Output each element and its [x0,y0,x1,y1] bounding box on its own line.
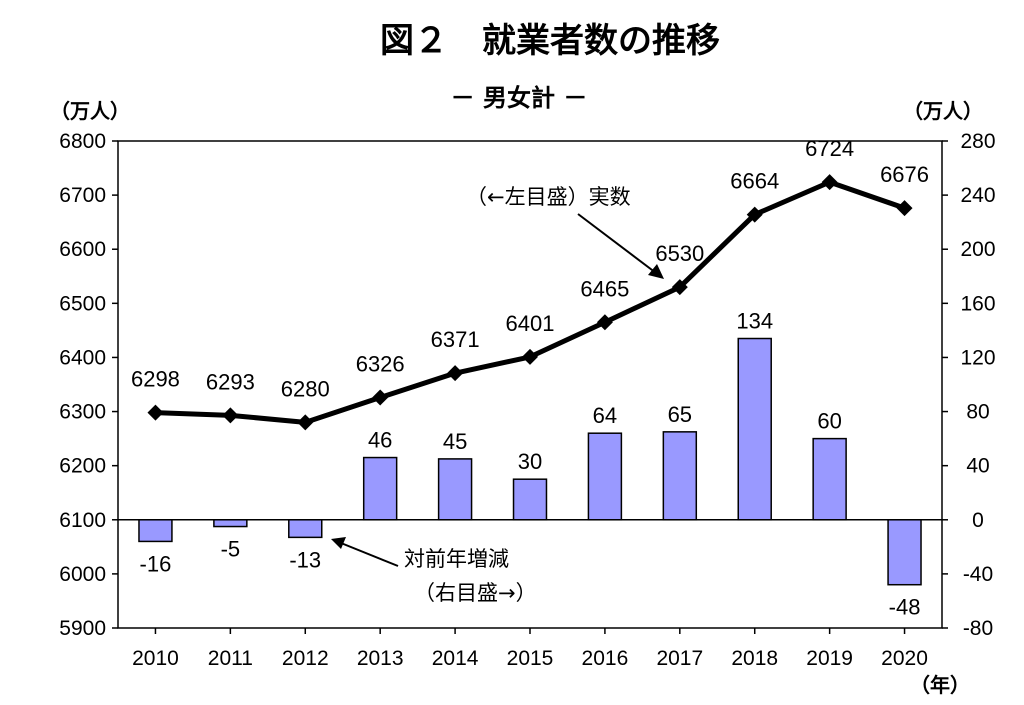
line-value-label: 6676 [880,162,929,187]
bar-2013 [362,456,398,521]
x-tick-label: 2014 [432,647,479,670]
bar-value-label: 45 [443,429,467,454]
bar-value-label: -16 [140,551,172,576]
chart-title: 図２ 就業者数の推移 [380,21,720,61]
bar-value-label: -48 [889,595,921,620]
right-tick-label: 80 [966,401,989,424]
bar-note-arrowhead [331,537,346,549]
left-tick-label: 6300 [59,401,106,424]
line-marker-2018 [746,206,763,223]
right-tick-label: 120 [960,346,995,369]
bar-value-label: 46 [368,428,392,453]
line-value-label: 6371 [431,327,480,352]
x-tick-label: 2020 [881,647,928,670]
bar-value-label: 64 [593,403,617,428]
x-tick-label: 2019 [806,647,853,670]
left-tick-label: 6800 [59,130,106,153]
bar-value-label: -13 [289,547,321,572]
bar-2017 [662,431,698,521]
bar-2020 [887,519,922,586]
right-tick-label: -80 [963,617,993,640]
line-note: （←左目盛）実数 [466,185,631,209]
bar-value-label: -5 [221,537,241,562]
line-marker-2017 [671,279,688,296]
x-tick-label: 2011 [208,647,253,670]
bar-2014 [437,458,473,521]
line-value-label: 6298 [131,367,180,392]
left-tick-label: 6100 [59,509,106,532]
right-tick-label: 240 [960,184,995,207]
line-note-arrow [577,213,661,277]
right-tick-label: -40 [963,563,993,586]
line-value-label: 6664 [730,169,779,194]
x-axis-unit: （年） [910,673,970,697]
right-tick-label: 200 [960,238,995,261]
bar-2011 [213,519,248,528]
left-tick-label: 6700 [59,184,106,207]
left-tick-label: 6600 [59,238,106,261]
x-tick-label: 2018 [731,647,778,670]
left-tick-label: 6400 [59,346,106,369]
bar-value-label: 134 [736,309,773,334]
right-tick-label: 0 [972,509,984,532]
line-marker-2016 [596,314,613,331]
line-value-label: 6280 [281,376,330,401]
bar-note-arrow [335,540,399,567]
bar-2018 [737,337,772,521]
line-value-label: 6530 [655,241,704,266]
chart-subtitle: － 男女計 － [451,84,588,112]
bar-note-1: 対前年増減 [404,547,509,571]
line-note-arrowhead [648,264,664,279]
bar-2019 [812,437,847,521]
x-tick-label: 2016 [582,647,629,670]
x-tick-label: 2010 [132,647,179,670]
x-tick-label: 2012 [282,647,329,670]
line-marker-2010 [147,404,164,421]
line-value-label: 6293 [206,369,255,394]
tick-labels: 5900 6000 6100 6200 6300 6400 6500 6600 6700 6800… [59,130,995,670]
line-marker-2011 [222,407,239,424]
line-value-label: 6465 [580,276,629,301]
line-value-label: 6401 [506,311,555,336]
bar-value-label: 30 [518,449,542,474]
left-tick-label: 6000 [59,563,106,586]
x-tick-label: 2017 [656,647,703,670]
left-tick-label: 6500 [59,292,106,315]
x-tick-label: 2013 [357,647,404,670]
left-tick-label: 5900 [59,617,106,640]
line-marker-2012 [297,414,314,431]
bar-2010 [138,519,173,543]
left-axis-unit: （万人） [50,99,130,123]
line-marker-2014 [447,365,464,382]
bar-note-2: （右目盛→） [414,581,537,605]
bar-value-label: 65 [668,402,692,427]
right-tick-label: 40 [966,455,989,478]
line-group [147,174,913,431]
line-marker-2020 [896,200,913,217]
series-line-实数 [155,179,906,425]
bars-group [138,337,922,586]
data-labels: 6298 6293 62806326637164016465653066646724… [131,136,929,620]
line-marker-2013 [372,389,389,406]
x-tick-label: 2015 [507,647,554,670]
right-axis-unit: （万人） [903,99,983,123]
bar-2016 [587,432,623,521]
right-tick-label: 160 [960,292,995,315]
plot-frame [112,140,948,634]
right-tick-label: 280 [960,130,995,153]
line-value-label: 6326 [356,351,405,376]
line-marker-2015 [522,348,538,365]
line-marker-2019 [821,174,838,191]
bar-2012 [288,519,323,539]
bar-value-label: 60 [817,409,841,434]
bar-2015 [512,478,548,521]
line-value-label: 6724 [805,136,854,161]
left-tick-label: 6200 [59,455,106,478]
